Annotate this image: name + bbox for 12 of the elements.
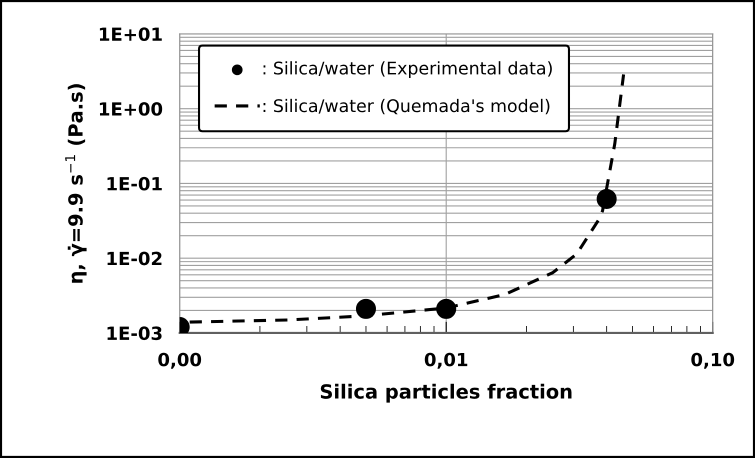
legend-label: : Silica/water (Experimental data)	[264, 61, 552, 78]
x-tick-label: 0,10	[691, 352, 734, 369]
y-axis-title: η, γ̇=9.9 s$^{−1}$ (Pa.s)	[65, 84, 87, 283]
x-tick-label: 0,01	[424, 352, 468, 369]
y-tick-label: 1E-01	[108, 176, 162, 191]
x-axis-title: Silica particles fraction	[320, 384, 572, 403]
y-tick-label: 1E-02	[108, 252, 162, 266]
x-tick-label: 0,00	[158, 352, 202, 369]
legend-label: : Silica/water (Quemada's model)	[264, 98, 550, 114]
y-tick-label: 1E-03	[108, 326, 162, 340]
y-tick-label: 1E+00	[100, 102, 162, 116]
y-tick-label: 1E+01	[100, 27, 162, 42]
